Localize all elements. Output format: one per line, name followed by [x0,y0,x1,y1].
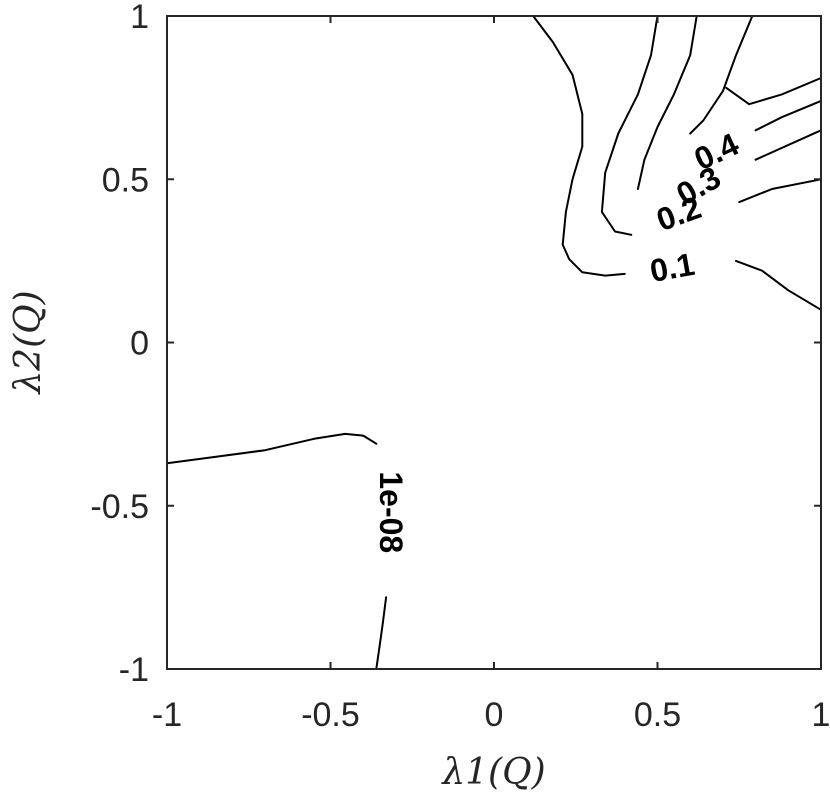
contour-line-0-3 [754,129,822,161]
contour-lines [166,15,822,670]
x-tick-label: 0 [485,696,504,734]
x-tick-label: -0.5 [301,696,360,734]
contour-line-0-3 [636,15,698,190]
axes-frame [166,15,822,670]
y-tick-label: 1 [130,0,149,36]
axis-ticks: -1 -0.5 0 0.5 1 -1 -0.5 0 0.5 1 [90,0,830,734]
contour-line-1e-08 [166,432,378,465]
contour-label-0-1: 0.1 [647,246,697,289]
contour-line-0-2 [738,178,822,204]
contour-line-0-4 [725,77,822,106]
contour-line-0-4 [754,99,822,132]
x-tick-label: -1 [152,696,182,734]
x-axis-label: λ1(Q) [440,752,545,793]
x-tick-label: 0.5 [634,696,681,734]
contour-line-1e-08 [375,596,388,670]
y-axis-label: λ2(Q) [8,290,49,395]
y-tick-label: -0.5 [90,488,149,526]
contour-line-0-2 [600,15,659,236]
y-tick-label: 0 [130,325,149,363]
contour-line-0-1 [532,15,626,277]
contour-line-0-1 [735,259,822,311]
contour-line-0-4 [689,15,754,135]
contour-label-1e-08: 1e-08 [373,471,409,553]
y-tick-label: 0.5 [102,161,149,199]
x-tick-label: 1 [812,696,830,734]
y-tick-label: -1 [119,651,149,689]
contour-labels: 1e-080.10.20.30.4 [373,126,744,554]
